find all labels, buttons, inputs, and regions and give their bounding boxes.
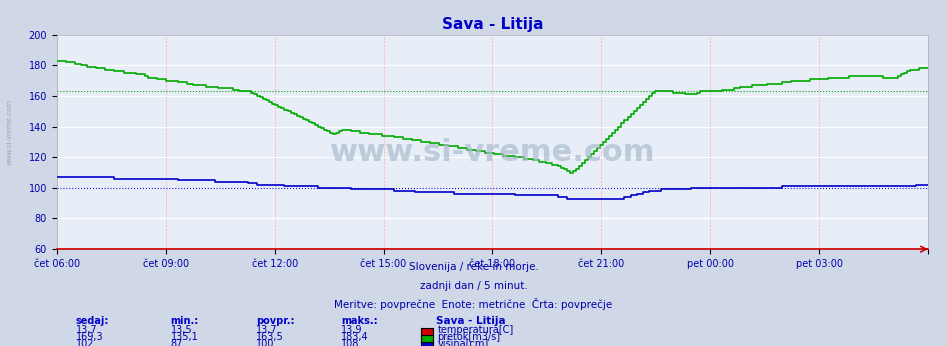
Text: 102: 102: [76, 339, 95, 346]
Text: 183,4: 183,4: [341, 332, 368, 342]
Text: Sava - Litija: Sava - Litija: [436, 316, 506, 326]
Text: min.:: min.:: [170, 316, 199, 326]
Text: 13,9: 13,9: [341, 325, 363, 335]
Text: sedaj:: sedaj:: [76, 316, 109, 326]
Text: 100: 100: [256, 339, 274, 346]
Text: 135,1: 135,1: [170, 332, 198, 342]
Text: maks.:: maks.:: [341, 316, 378, 326]
Text: višina[cm]: višina[cm]: [438, 338, 489, 346]
Text: 108: 108: [341, 339, 359, 346]
Text: 163,5: 163,5: [256, 332, 283, 342]
Text: zadnji dan / 5 minut.: zadnji dan / 5 minut.: [420, 281, 527, 291]
Text: 13,7: 13,7: [256, 325, 277, 335]
Text: Meritve: povprečne  Enote: metrične  Črta: povprečje: Meritve: povprečne Enote: metrične Črta:…: [334, 298, 613, 310]
Text: pretok[m3/s]: pretok[m3/s]: [438, 332, 501, 342]
Text: 13,7: 13,7: [76, 325, 98, 335]
Text: 13,5: 13,5: [170, 325, 192, 335]
Text: www.si-vreme.com: www.si-vreme.com: [7, 98, 12, 165]
Text: www.si-vreme.com: www.si-vreme.com: [330, 138, 655, 167]
Text: povpr.:: povpr.:: [256, 316, 295, 326]
Text: 169,3: 169,3: [76, 332, 103, 342]
Text: Slovenija / reke in morje.: Slovenija / reke in morje.: [408, 262, 539, 272]
Title: Sava - Litija: Sava - Litija: [441, 17, 544, 32]
Text: 87: 87: [170, 339, 183, 346]
Text: temperatura[C]: temperatura[C]: [438, 325, 514, 335]
